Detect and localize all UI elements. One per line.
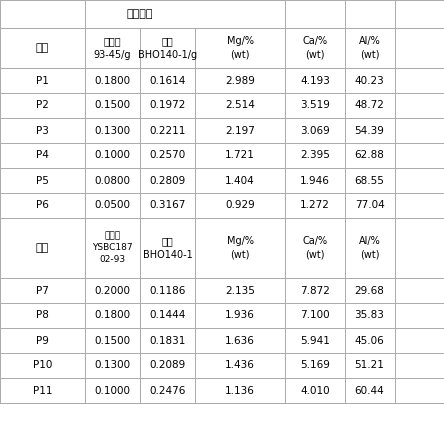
Text: P5: P5 [36, 175, 49, 185]
Text: 35.83: 35.83 [355, 311, 385, 320]
Text: 0.1500: 0.1500 [95, 100, 131, 111]
Text: P1: P1 [36, 76, 49, 85]
Text: 3.069: 3.069 [300, 126, 330, 136]
Text: Mg/%
(wt): Mg/% (wt) [226, 236, 254, 260]
Text: 68.55: 68.55 [355, 175, 385, 185]
Text: 1.946: 1.946 [300, 175, 330, 185]
Text: 1.272: 1.272 [300, 200, 330, 211]
Text: 48.72: 48.72 [355, 100, 385, 111]
Text: 0.1800: 0.1800 [95, 311, 131, 320]
Text: 40.23: 40.23 [355, 76, 385, 85]
Text: 1.136: 1.136 [225, 386, 255, 396]
Text: 2.989: 2.989 [225, 76, 255, 85]
Text: 0.1831: 0.1831 [149, 335, 186, 345]
Text: 60.44: 60.44 [355, 386, 385, 396]
Text: 4.010: 4.010 [300, 386, 330, 396]
Text: 0.1800: 0.1800 [95, 76, 131, 85]
Text: 矸土
BHO140-1: 矸土 BHO140-1 [143, 236, 192, 260]
Text: P7: P7 [36, 286, 49, 296]
Text: 0.1444: 0.1444 [149, 311, 186, 320]
Text: 0.2570: 0.2570 [149, 151, 186, 160]
Text: 0.2211: 0.2211 [149, 126, 186, 136]
Text: P10: P10 [33, 360, 52, 371]
Text: 0.1614: 0.1614 [149, 76, 186, 85]
Text: Al/%
(wt): Al/% (wt) [359, 236, 381, 260]
Text: 62.88: 62.88 [355, 151, 385, 160]
Text: 5.941: 5.941 [300, 335, 330, 345]
Text: Al/%
(wt): Al/% (wt) [359, 36, 381, 60]
Text: 配比方案: 配比方案 [127, 9, 153, 19]
Text: 51.21: 51.21 [355, 360, 385, 371]
Text: 54.39: 54.39 [355, 126, 385, 136]
Text: 0.2809: 0.2809 [149, 175, 186, 185]
Text: 3.519: 3.519 [300, 100, 330, 111]
Text: 77.04: 77.04 [355, 200, 385, 211]
Text: 0.1186: 0.1186 [149, 286, 186, 296]
Text: Ca/%
(wt): Ca/% (wt) [302, 236, 328, 260]
Text: 0.1300: 0.1300 [95, 360, 131, 371]
Text: 7.100: 7.100 [300, 311, 330, 320]
Text: 0.1972: 0.1972 [149, 100, 186, 111]
Text: 0.2476: 0.2476 [149, 386, 186, 396]
Text: 2.395: 2.395 [300, 151, 330, 160]
Text: 矸土
BHO140-1/g: 矸土 BHO140-1/g [138, 36, 197, 60]
Text: 0.2000: 0.2000 [95, 286, 131, 296]
Text: 编号: 编号 [36, 243, 49, 253]
Text: P8: P8 [36, 311, 49, 320]
Text: 4.193: 4.193 [300, 76, 330, 85]
Text: 0.0500: 0.0500 [95, 200, 131, 211]
Text: 1.436: 1.436 [225, 360, 255, 371]
Text: 0.0800: 0.0800 [95, 175, 131, 185]
Text: 1.721: 1.721 [225, 151, 255, 160]
Text: P2: P2 [36, 100, 49, 111]
Text: 编号: 编号 [36, 43, 49, 53]
Text: 29.68: 29.68 [355, 286, 385, 296]
Text: 2.197: 2.197 [225, 126, 255, 136]
Text: 0.1000: 0.1000 [95, 151, 131, 160]
Text: 0.929: 0.929 [225, 200, 255, 211]
Text: P6: P6 [36, 200, 49, 211]
Text: 磁铁矿
93-45/g: 磁铁矿 93-45/g [94, 36, 131, 60]
Text: 5.169: 5.169 [300, 360, 330, 371]
Text: 2.514: 2.514 [225, 100, 255, 111]
Text: 1.936: 1.936 [225, 311, 255, 320]
Text: 0.3167: 0.3167 [149, 200, 186, 211]
Text: P3: P3 [36, 126, 49, 136]
Text: Mg/%
(wt): Mg/% (wt) [226, 36, 254, 60]
Text: 0.1500: 0.1500 [95, 335, 131, 345]
Text: 0.1300: 0.1300 [95, 126, 131, 136]
Text: P11: P11 [33, 386, 52, 396]
Text: Ca/%
(wt): Ca/% (wt) [302, 36, 328, 60]
Text: 45.06: 45.06 [355, 335, 385, 345]
Text: 0.2089: 0.2089 [149, 360, 186, 371]
Text: P9: P9 [36, 335, 49, 345]
Text: 烧结矿
YSBC187
02-93: 烧结矿 YSBC187 02-93 [92, 232, 133, 264]
Text: 0.1000: 0.1000 [95, 386, 131, 396]
Text: 2.135: 2.135 [225, 286, 255, 296]
Text: 7.872: 7.872 [300, 286, 330, 296]
Text: P4: P4 [36, 151, 49, 160]
Text: 1.636: 1.636 [225, 335, 255, 345]
Text: 1.404: 1.404 [225, 175, 255, 185]
